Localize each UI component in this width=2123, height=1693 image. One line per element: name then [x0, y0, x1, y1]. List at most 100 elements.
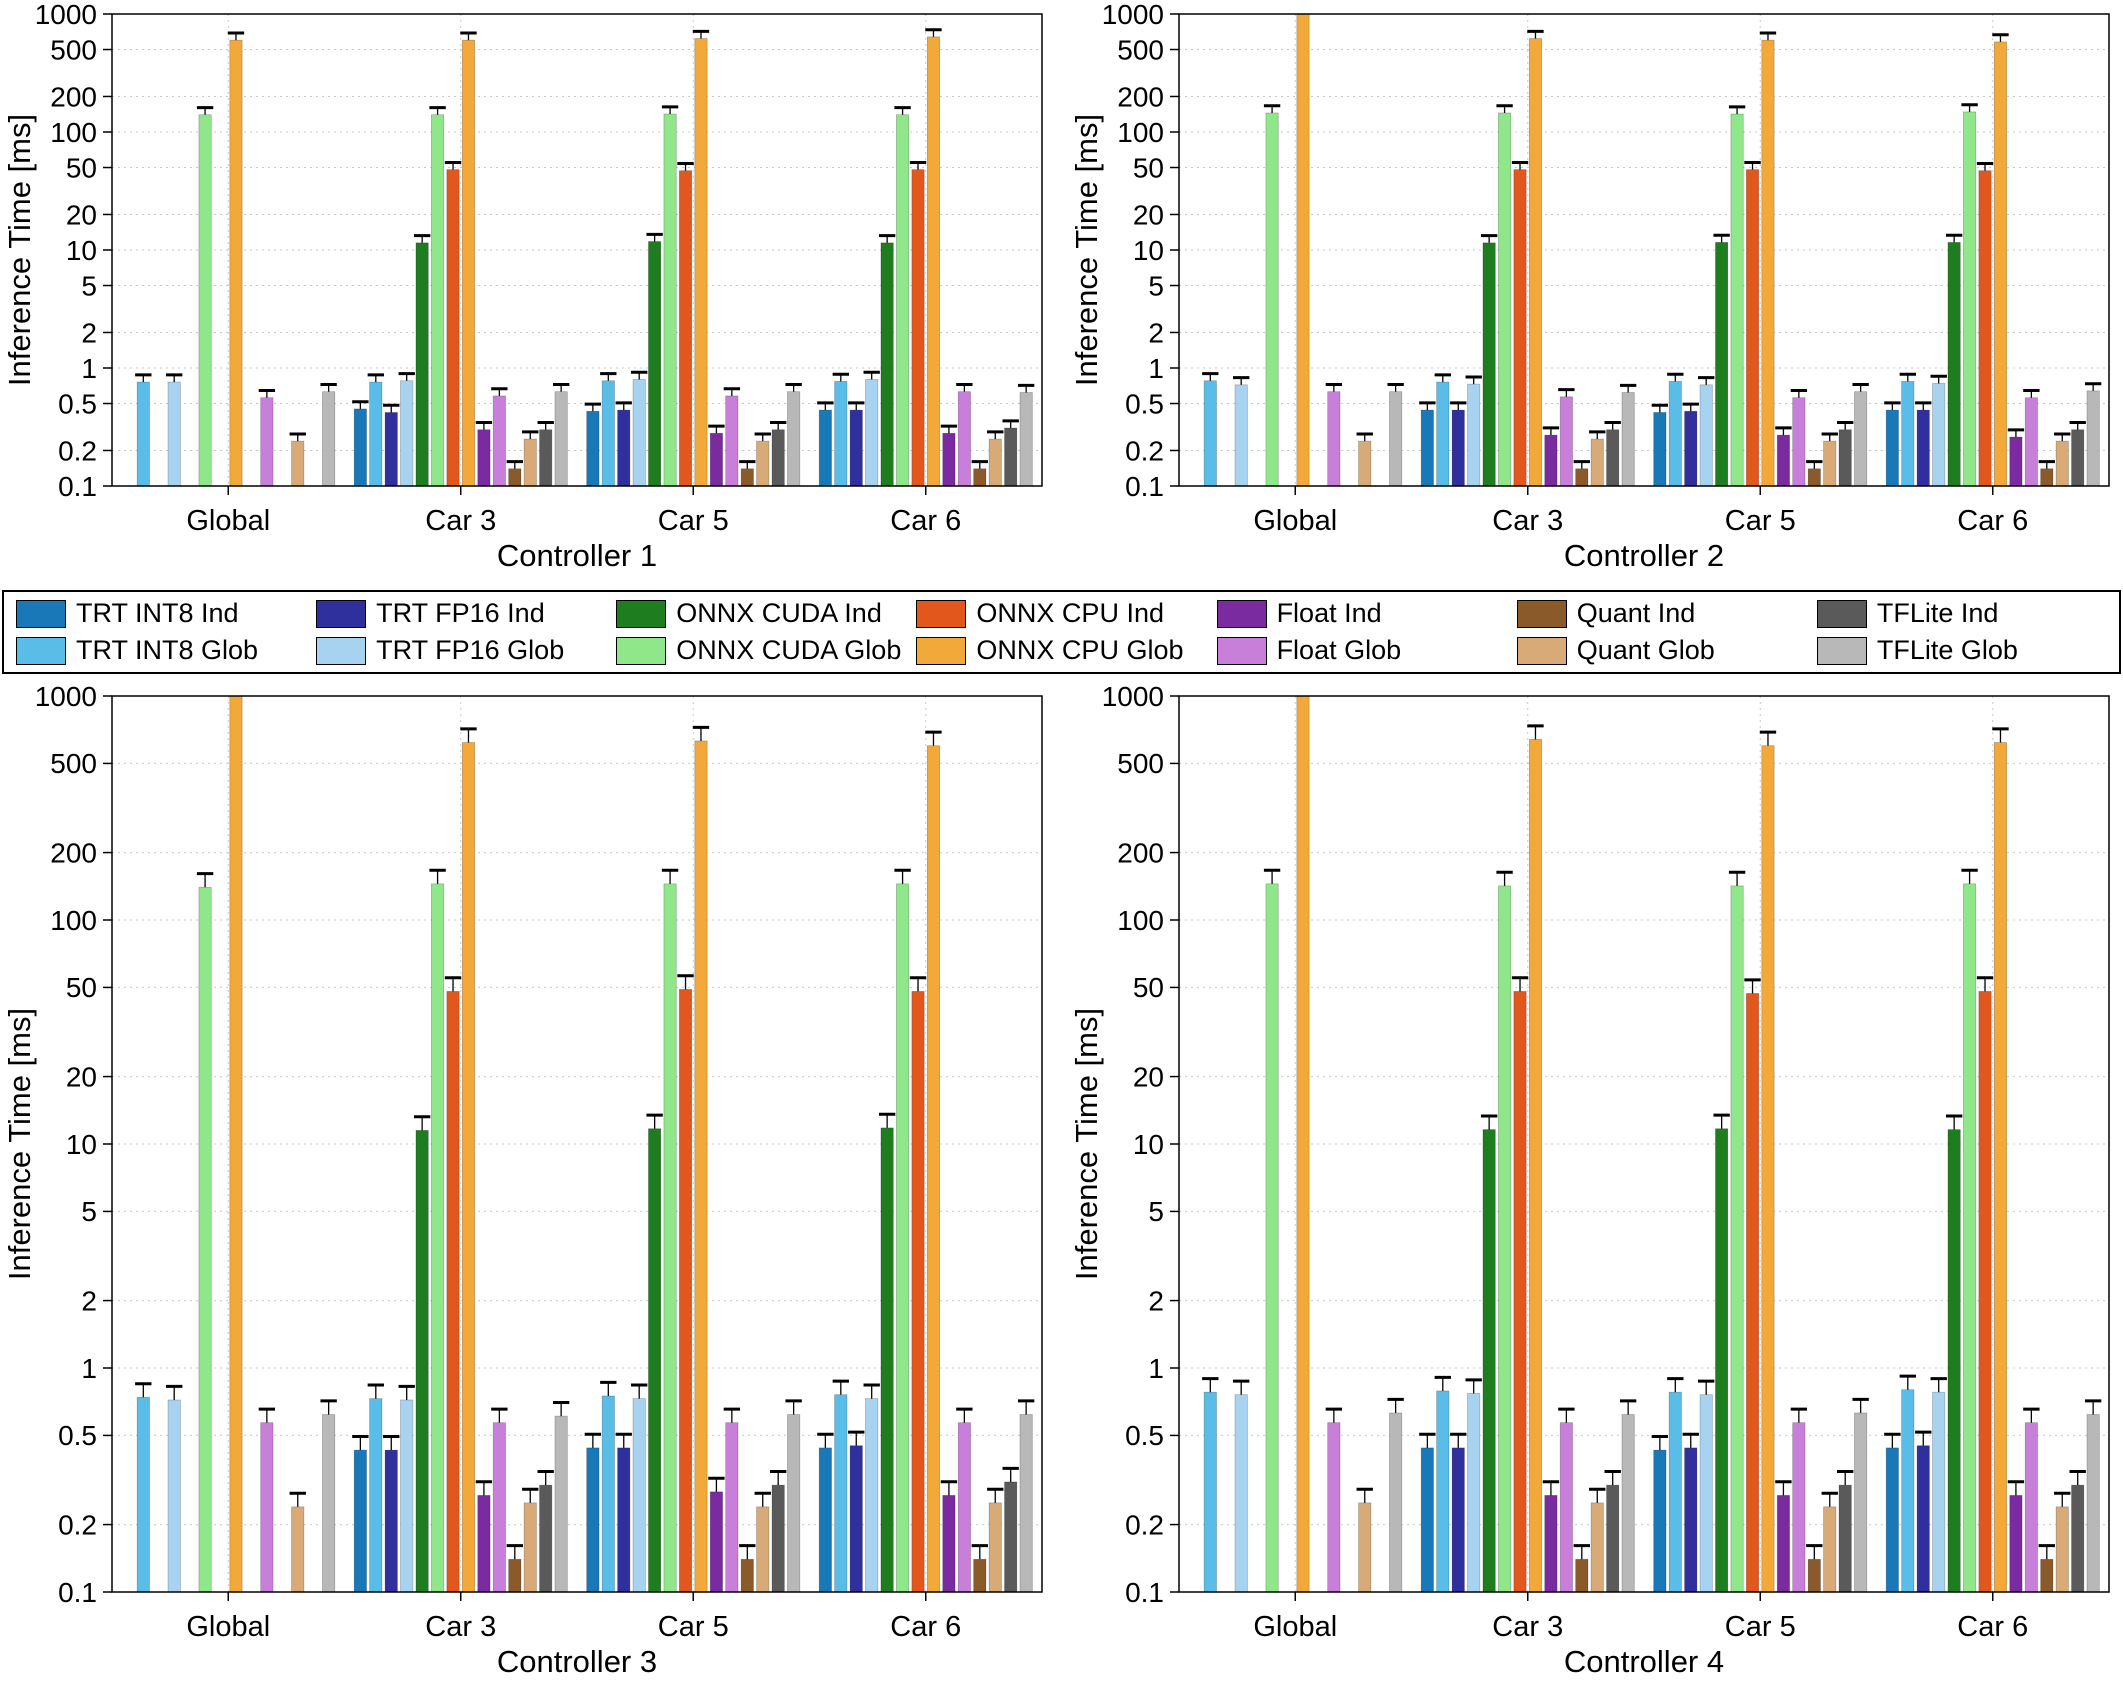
bar-tflite-glob-car-6 — [2086, 390, 2100, 487]
y-axis-label: Inference Time [ms] — [2, 114, 37, 386]
bar-tflite-ind-car-6 — [1004, 1481, 1018, 1593]
x-tick-label: Car 6 — [1957, 1611, 2028, 1643]
y-tick-label: 0.1 — [58, 1577, 97, 1608]
bar-onnx-cpu-glob-car-5 — [694, 38, 708, 487]
bar-float-glob-car-6 — [2024, 1422, 2038, 1593]
bar-trt-int8-ind-car-3 — [1420, 1447, 1434, 1593]
legend-swatch-icon — [316, 636, 367, 665]
bar-float-glob-car-6 — [2024, 397, 2038, 487]
bar-trt-fp16-glob-car-6 — [1932, 1391, 1946, 1593]
bar-quant-glob-car-3 — [1590, 438, 1604, 487]
bar-trt-int8-ind-car-5 — [586, 410, 600, 487]
bar-trt-fp16-ind-car-5 — [1684, 410, 1698, 487]
y-tick-label: 1000 — [1102, 0, 1164, 30]
legend-swatch-icon — [316, 599, 367, 628]
bar-tflite-glob-car-3 — [1621, 392, 1635, 487]
legend-swatch-icon — [1816, 599, 1867, 628]
bar-tflite-glob-global — [1389, 1412, 1403, 1593]
bar-onnx-cuda-ind-car-3 — [1482, 242, 1496, 487]
legend-item-trt-int8-ind: TRT INT8 Ind — [16, 598, 306, 629]
bar-tflite-glob-car-5 — [1854, 391, 1868, 487]
bar-trt-int8-glob-car-6 — [834, 381, 848, 487]
x-tick-label: Global — [1253, 505, 1337, 537]
legend-item-trt-int8-glob: TRT INT8 Glob — [16, 635, 306, 666]
x-tick-label: Car 3 — [425, 1611, 496, 1643]
bar-trt-fp16-glob-car-3 — [400, 1399, 414, 1593]
bar-onnx-cpu-glob-car-3 — [1528, 38, 1543, 487]
bar-trt-fp16-ind-car-3 — [1451, 1447, 1465, 1593]
bar-onnx-cpu-glob-car-6 — [926, 745, 941, 1593]
y-tick-label: 2 — [81, 317, 97, 348]
bar-float-ind-car-5 — [1776, 1495, 1790, 1593]
bar-trt-fp16-glob-global — [167, 1399, 181, 1593]
bar-onnx-cuda-ind-car-3 — [1482, 1129, 1496, 1593]
bar-onnx-cuda-glob-car-3 — [431, 114, 445, 487]
bar-onnx-cpu-glob-global — [229, 39, 243, 487]
x-tick-label: Car 5 — [1725, 1611, 1796, 1643]
y-tick-label: 200 — [1117, 837, 1164, 868]
y-tick-label: 0.5 — [58, 388, 97, 419]
y-tick-label: 100 — [50, 905, 97, 936]
bar-tflite-ind-car-6 — [2071, 429, 2085, 487]
bar-onnx-cpu-ind-car-6 — [1978, 170, 1992, 487]
bar-trt-fp16-glob-car-6 — [865, 379, 879, 487]
bar-float-glob-car-6 — [957, 1422, 971, 1593]
bar-onnx-cpu-ind-car-6 — [1978, 991, 1992, 1593]
bar-trt-fp16-ind-car-6 — [849, 409, 863, 487]
x-axis-label: Controller 3 — [497, 1644, 657, 1679]
bar-onnx-cuda-ind-car-6 — [880, 1127, 894, 1593]
bar-quant-ind-car-3 — [1575, 1558, 1589, 1593]
y-tick-label: 0.2 — [1125, 435, 1164, 466]
bar-trt-int8-glob-car-5 — [1668, 1391, 1682, 1593]
legend-swatch-icon — [1816, 636, 1867, 665]
legend-label: TRT INT8 Ind — [76, 598, 239, 628]
bar-onnx-cuda-glob-global — [198, 114, 212, 487]
bar-quant-glob-global — [1358, 440, 1372, 487]
legend-label: TFLite Glob — [1876, 635, 2018, 665]
y-tick-label: 200 — [50, 837, 97, 868]
bar-onnx-cpu-glob-global — [1296, 695, 1310, 1593]
legend-swatch-icon — [616, 636, 667, 665]
legend-item-float-glob: Float Glob — [1216, 635, 1507, 666]
bar-float-glob-car-5 — [725, 1422, 739, 1593]
legend-swatch-icon — [16, 599, 66, 628]
y-axis-label: Inference Time [ms] — [2, 1008, 37, 1280]
bar-trt-fp16-glob-global — [167, 381, 181, 487]
bar-trt-int8-glob-car-5 — [601, 1395, 615, 1593]
y-tick-label: 1000 — [35, 0, 97, 30]
bar-onnx-cuda-ind-car-6 — [880, 242, 894, 487]
legend-label: TRT INT8 Glob — [76, 635, 259, 665]
bar-onnx-cuda-ind-car-5 — [648, 241, 662, 487]
bar-onnx-cuda-glob-car-6 — [1963, 883, 1977, 1593]
bar-tflite-ind-car-3 — [539, 429, 553, 487]
legend-item-float-ind: Float Ind — [1216, 598, 1507, 629]
legend-item-onnx-cpu-glob: ONNX CPU Glob — [916, 635, 1206, 666]
bar-onnx-cpu-ind-car-3 — [1513, 169, 1527, 487]
bar-onnx-cuda-glob-global — [198, 886, 212, 1593]
bar-onnx-cuda-glob-car-5 — [1730, 113, 1744, 487]
y-tick-label: 100 — [50, 117, 97, 148]
bar-quant-ind-car-6 — [2040, 468, 2054, 487]
y-tick-label: 5 — [81, 1196, 97, 1227]
bar-onnx-cpu-ind-car-6 — [911, 991, 925, 1593]
bar-float-glob-car-5 — [1792, 1422, 1806, 1593]
bar-onnx-cuda-glob-global — [1265, 883, 1279, 1593]
bar-float-glob-car-5 — [1792, 397, 1806, 487]
legend: TRT INT8 Ind TRT INT8 Glob TRT FP16 Ind TRT… — [2, 590, 2121, 674]
y-tick-label: 0.1 — [58, 471, 97, 502]
bar-trt-int8-glob-global — [136, 381, 150, 487]
bar-onnx-cpu-glob-car-6 — [1993, 742, 2008, 1593]
bar-quant-glob-car-3 — [1590, 1502, 1604, 1593]
legend-item-onnx-cuda-glob: ONNX CUDA Glob — [616, 635, 906, 666]
bar-trt-fp16-ind-car-3 — [1451, 409, 1465, 487]
legend-item-tflite-glob: TFLite Glob — [1816, 635, 2107, 666]
bar-trt-int8-glob-car-5 — [1668, 381, 1682, 487]
y-tick-label: 2 — [81, 1285, 97, 1316]
bar-tflite-glob-car-5 — [787, 391, 801, 487]
bar-float-glob-global — [1327, 391, 1341, 487]
bar-trt-int8-glob-global — [1203, 380, 1217, 487]
x-tick-label: Car 6 — [890, 1611, 961, 1643]
bar-onnx-cpu-glob-car-3 — [461, 742, 476, 1593]
bar-quant-ind-car-3 — [508, 1558, 522, 1593]
bar-onnx-cuda-glob-car-5 — [1730, 885, 1744, 1593]
